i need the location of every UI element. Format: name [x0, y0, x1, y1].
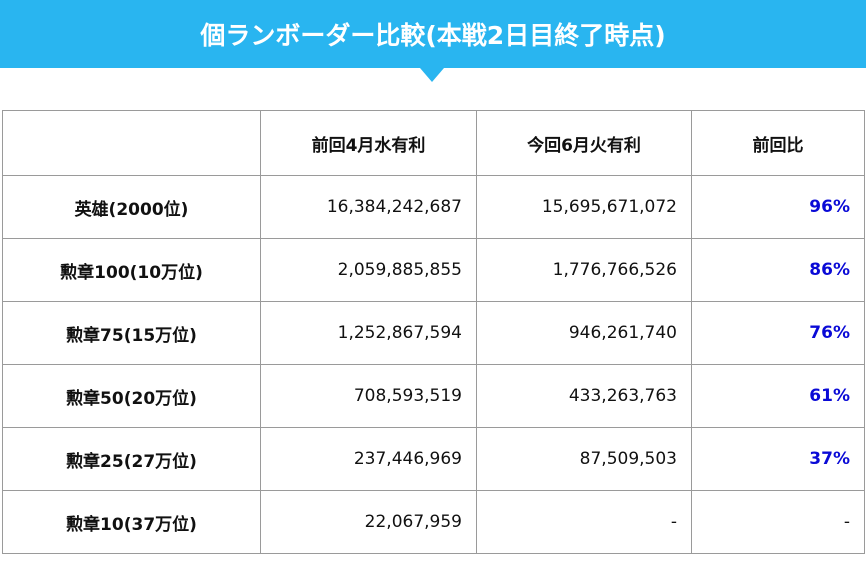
table-row: 英雄(2000位) 16,384,242,687 15,695,671,072 96%	[2, 175, 865, 239]
row-label: 勲章25(27万位)	[2, 427, 261, 491]
score-cell: 87,509,503	[476, 427, 692, 491]
row-label: 勲章75(15万位)	[2, 301, 261, 365]
score-cell: 1,252,867,594	[260, 301, 477, 365]
ratio-cell: 86%	[691, 238, 865, 302]
table-row: 勲章50(20万位) 708,593,519 433,263,763 61%	[2, 364, 865, 428]
row-label: 勲章100(10万位)	[2, 238, 261, 302]
ratio-cell: 61%	[691, 364, 865, 428]
title: 個ランボーダー比較(本戦2日目終了時点)	[200, 21, 666, 50]
table-row: 勲章10(37万位) 22,067,959- -	[2, 490, 865, 554]
score-cell: 237,446,969	[260, 427, 477, 491]
row-label: 勲章10(37万位)	[2, 490, 261, 554]
banner-pointer	[420, 68, 444, 82]
score-cell: 22,067,959	[260, 490, 477, 554]
row-label: 英雄(2000位)	[2, 175, 261, 239]
score-cell: -	[476, 490, 692, 554]
column-header: 今回6月火有利	[476, 110, 692, 176]
ratio-cell: 37%	[691, 427, 865, 491]
header-row: 前回4月水有利 今回6月火有利 前回比	[2, 110, 865, 176]
score-cell: 16,384,242,687	[260, 175, 477, 239]
table-body: 英雄(2000位) 16,384,242,687 15,695,671,072 96%…	[2, 175, 865, 554]
title-banner	[0, 0, 866, 68]
score-cell: 15,695,671,072	[476, 175, 692, 239]
column-header: 前回4月水有利	[260, 110, 477, 176]
corner-cell	[2, 110, 261, 176]
column-header: 前回比	[691, 110, 865, 176]
table-row: 勲章25(27万位) 237,446,969 87,509,503 37%	[2, 427, 865, 491]
score-cell: 946,261,740	[476, 301, 692, 365]
score-cell: 1,776,766,526	[476, 238, 692, 302]
score-cell: 2,059,885,855	[260, 238, 477, 302]
border-table: 前回4月水有利 今回6月火有利 前回比 英雄(2000位) 16,384,242,68…	[2, 110, 865, 554]
score-cell: 708,593,519	[260, 364, 477, 428]
table-row: 勲章100(10万位) 2,059,885,855 1,776,766,526 86%	[2, 238, 865, 302]
row-label: 勲章50(20万位)	[2, 364, 261, 428]
score-cell: 433,263,763	[476, 364, 692, 428]
table-row: 勲章75(15万位) 1,252,867,594 946,261,740 76%	[2, 301, 865, 365]
ratio-cell: -	[691, 490, 865, 554]
ratio-cell: 96%	[691, 175, 865, 239]
ratio-cell: 76%	[691, 301, 865, 365]
